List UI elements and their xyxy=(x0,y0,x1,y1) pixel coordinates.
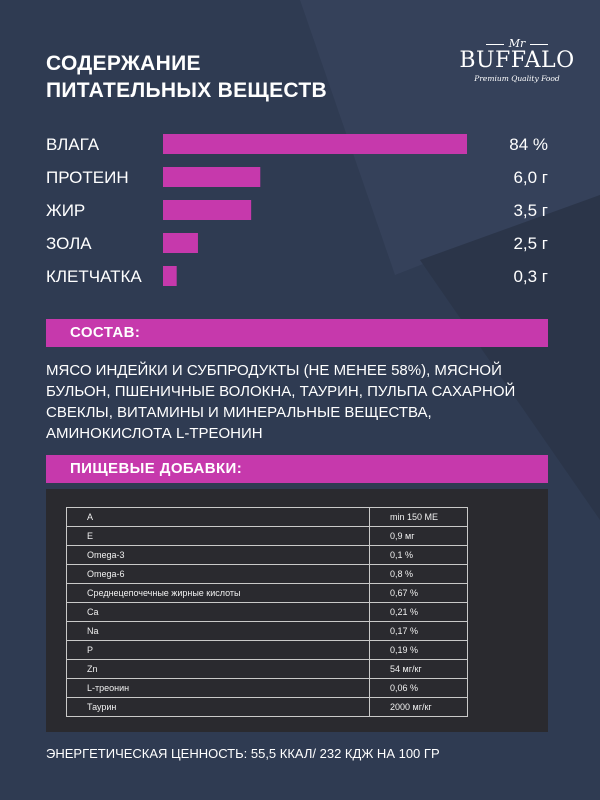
additive-value: 0,8 % xyxy=(369,564,468,584)
bar-value: 6,0 г xyxy=(513,168,548,187)
additive-value: 0,06 % xyxy=(369,678,468,698)
additive-name: L-треонин xyxy=(66,678,370,698)
additive-name: Omega-6 xyxy=(66,564,370,584)
additive-value: 0,17 % xyxy=(369,621,468,641)
energy-value: ЭНЕРГЕТИЧЕСКАЯ ЦЕННОСТЬ: 55,5 ККАЛ/ 232 … xyxy=(46,746,440,761)
table-row: Omega-3 0,1 % xyxy=(66,545,468,565)
table-row: Zn 54 мг/кг xyxy=(66,659,468,679)
additive-name: E xyxy=(66,526,370,546)
bar-value: 3,5 г xyxy=(513,201,548,220)
additive-value: 0,1 % xyxy=(369,545,468,565)
additive-value: 0,9 мг xyxy=(369,526,468,546)
table-row: Na 0,17 % xyxy=(66,621,468,641)
additive-value: min 150 МЕ xyxy=(369,507,468,527)
additive-value: 54 мг/кг xyxy=(369,659,468,679)
bar xyxy=(163,134,467,154)
additive-name: Na xyxy=(66,621,370,641)
bar xyxy=(163,266,177,286)
logo-mr: Mr xyxy=(458,38,576,50)
additive-name: Zn xyxy=(66,659,370,679)
additive-name: Omega-3 xyxy=(66,545,370,565)
additive-name: A xyxy=(66,507,370,527)
table-row: P 0,19 % xyxy=(66,640,468,660)
page-title: СОДЕРЖАНИЕ ПИТАТЕЛЬНЫХ ВЕЩЕСТВ xyxy=(46,50,327,104)
table-row: L-треонин 0,06 % xyxy=(66,678,468,698)
table-row: Ca 0,21 % xyxy=(66,602,468,622)
table-row: Omega-6 0,8 % xyxy=(66,564,468,584)
bar xyxy=(163,200,252,220)
bar-value: 0,3 г xyxy=(513,267,548,286)
logo-tagline: Premium Quality Food xyxy=(474,74,560,83)
additive-name: Таурин xyxy=(66,697,370,717)
additive-value: 2000 мг/кг xyxy=(369,697,468,717)
bar-label: ЖИР xyxy=(46,201,85,220)
additive-value: 0,21 % xyxy=(369,602,468,622)
bar-value: 2,5 г xyxy=(513,234,548,253)
table-row: Среднецепочечные жирные кислоты 0,67 % xyxy=(66,583,468,603)
nutrient-chart: ВЛАГА 84 % ПРОТЕИН 6,0 г ЖИР 3,5 г ЗОЛА 2,5 г КЛ… xyxy=(46,134,548,286)
additive-name: P xyxy=(66,640,370,660)
table-row: E 0,9 мг xyxy=(66,526,468,546)
title-line-1: СОДЕРЖАНИЕ xyxy=(46,52,201,75)
bar-label: ЗОЛА xyxy=(46,234,92,253)
additive-value: 0,19 % xyxy=(369,640,468,660)
logo-name: BUFFALO xyxy=(459,48,575,73)
table-row: Таурин 2000 мг/кг xyxy=(66,697,468,717)
bar-value: 84 % xyxy=(509,135,548,154)
bar xyxy=(163,167,261,187)
bar-label: КЛЕТЧАТКА xyxy=(46,267,142,286)
additive-value: 0,67 % xyxy=(369,583,468,603)
brand-logo: Mr BUFFALO Premium Quality Food xyxy=(458,38,576,92)
bar-label: ПРОТЕИН xyxy=(46,168,129,187)
additive-name: Ca xyxy=(66,602,370,622)
bar-label: ВЛАГА xyxy=(46,135,100,154)
composition-text: МЯСО ИНДЕЙКИ И СУБПРОДУКТЫ (НЕ МЕНЕЕ 58%… xyxy=(46,362,516,442)
bar xyxy=(163,233,198,253)
additives-heading: ПИЩЕВЫЕ ДОБАВКИ: xyxy=(46,455,548,483)
title-line-2: ПИТАТЕЛЬНЫХ ВЕЩЕСТВ xyxy=(46,79,327,102)
composition-heading: СОСТАВ: xyxy=(46,319,548,347)
additive-name: Среднецепочечные жирные кислоты xyxy=(66,583,370,603)
